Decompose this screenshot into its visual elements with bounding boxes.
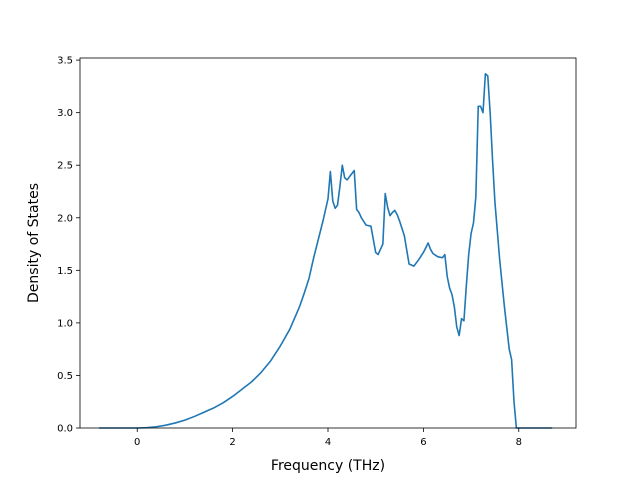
y-tick-label: 2.0 xyxy=(57,213,73,224)
y-tick-label: 2.5 xyxy=(57,161,73,172)
y-axis-label: Density of States xyxy=(26,183,42,303)
x-axis-label: Frequency (THz) xyxy=(271,458,385,474)
x-tick-label: 8 xyxy=(516,437,522,448)
y-tick-label: 3.5 xyxy=(57,56,73,67)
series-layer xyxy=(99,72,553,429)
plot-area xyxy=(80,58,576,428)
x-tick-label: 6 xyxy=(420,437,426,448)
y-tick-label: 1.5 xyxy=(57,266,73,277)
x-tick-label: 4 xyxy=(325,437,331,448)
y-tick-label: 0.0 xyxy=(57,424,73,435)
y-tick-label: 0.5 xyxy=(57,371,73,382)
y-tick-label: 3.0 xyxy=(57,108,73,119)
x-tick-label: 0 xyxy=(134,437,140,448)
x-tick-label: 2 xyxy=(229,437,235,448)
y-tick-label: 1.0 xyxy=(57,318,73,329)
x-axis-ticks: 0 2 4 6 8 xyxy=(134,428,522,448)
dos-line xyxy=(99,72,553,429)
y-axis-ticks: 0.0 0.5 1.0 1.5 2.0 2.5 3.0 3.5 xyxy=(57,56,80,435)
